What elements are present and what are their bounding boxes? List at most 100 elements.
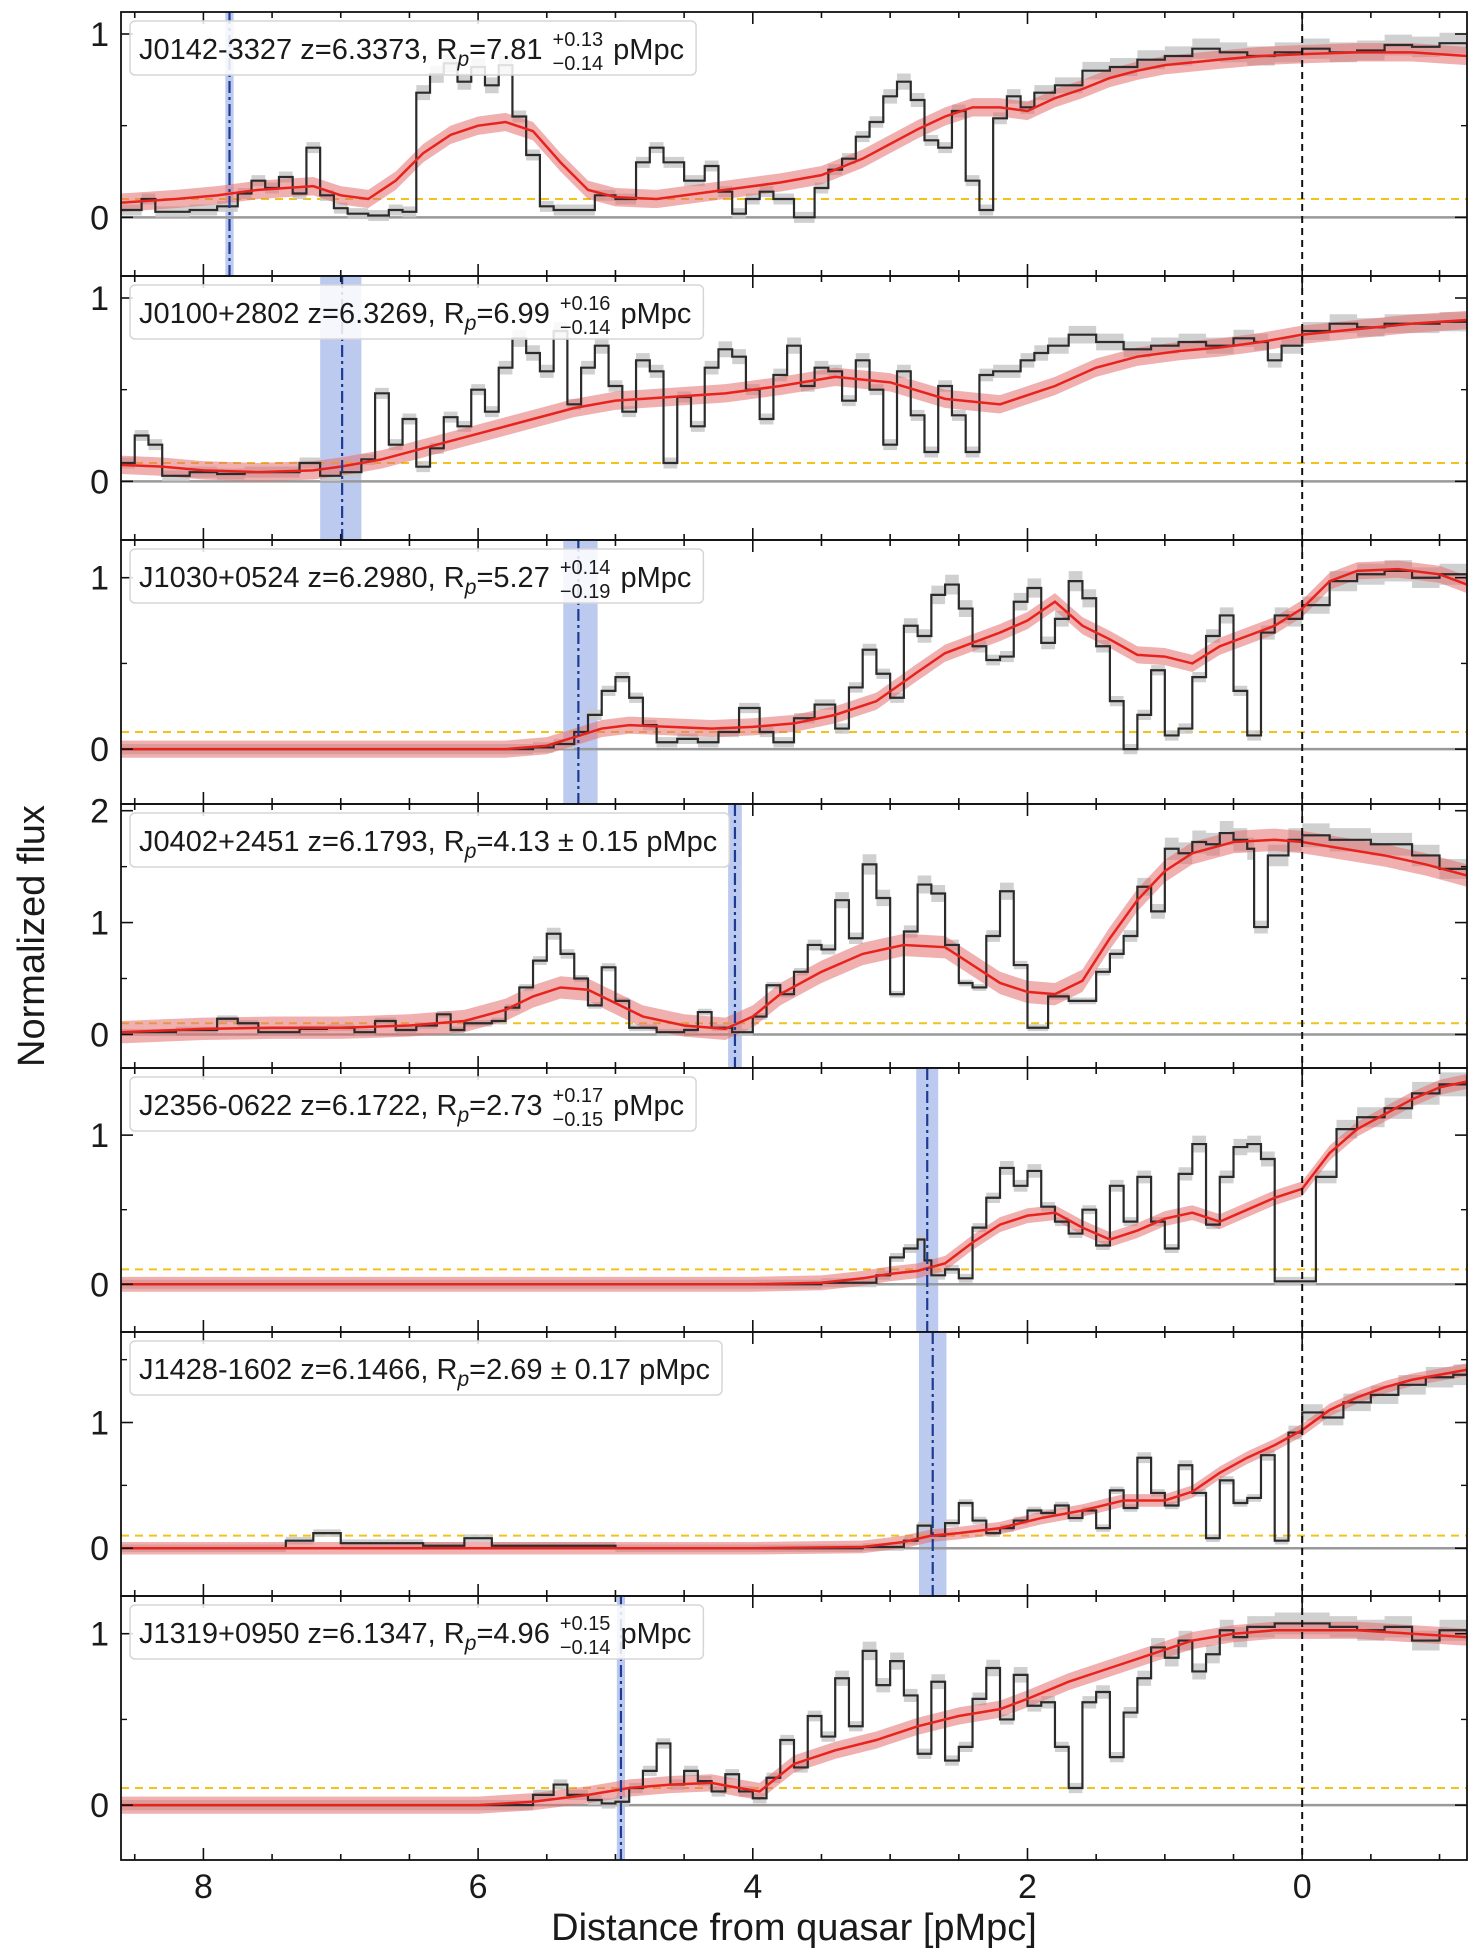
y-tick-label: 1 — [90, 905, 109, 943]
equals: = — [476, 562, 493, 594]
separator: , — [420, 1090, 436, 1122]
y-tick-label: 1 — [90, 1616, 109, 1654]
y-tick-label: 1 — [90, 1117, 109, 1155]
spacer — [550, 826, 558, 858]
redshift-prefix: z= — [292, 1090, 332, 1122]
panel-label-text: J1319+0950 z=6.1347, Rp=4.96 — [139, 1618, 550, 1655]
rp-error: ± 0.17 — [551, 1354, 631, 1386]
panel-label: J2356-0622 z=6.1722, Rp=2.73 +0.17−0.15 pM… — [129, 1076, 697, 1132]
continuum-uncertainty-band — [121, 828, 1467, 1044]
spacer — [543, 1354, 551, 1386]
separator: , — [428, 298, 444, 330]
rp-error-plus: +0.17 — [553, 1085, 604, 1107]
units: pMpc — [646, 826, 717, 858]
panel-label-text: J1428-1602 z=6.1466, Rp=2.69 ± 0.17 pMpc — [139, 1354, 710, 1391]
observed-spectrum — [121, 1075, 1467, 1286]
units: pMpc — [613, 34, 684, 66]
redshift-value: 6.1347 — [339, 1618, 428, 1650]
equals: = — [476, 1618, 493, 1650]
separator: , — [420, 1354, 436, 1386]
equals: = — [469, 1090, 486, 1122]
continuum-model — [121, 838, 1467, 1034]
panel-label-box — [129, 284, 705, 340]
redshift-value: 6.1466 — [332, 1354, 421, 1386]
quasar-name: J1319+0950 — [139, 1618, 299, 1650]
panel-label-box — [129, 812, 731, 868]
spacer — [631, 1354, 639, 1386]
rp-symbol: R — [437, 34, 458, 66]
panel-label-text: J0100+2802 z=6.3269, Rp=6.99 — [139, 298, 550, 335]
units: pMpc — [613, 1090, 684, 1122]
x-tick-label: 0 — [1293, 1868, 1312, 1906]
rp-subscript: p — [464, 840, 477, 863]
redshift-prefix: z= — [299, 298, 339, 330]
continuum-model — [121, 1368, 1467, 1550]
y-tick-label: 1 — [90, 1405, 109, 1443]
continuum-model — [121, 1629, 1467, 1807]
panel-j0402+2451: 0 1 2 J0402+2451 z=6.1793, Rp=4.13 ± 0.15 p… — [90, 793, 1468, 1069]
redshift-prefix: z= — [299, 826, 339, 858]
rp-value: 7.81 — [486, 34, 542, 66]
separator: , — [420, 34, 436, 66]
equals: = — [469, 34, 486, 66]
quasar-name: J1428-1602 — [139, 1354, 292, 1386]
redshift-value: 6.1793 — [339, 826, 428, 858]
y-tick-label: 1 — [90, 16, 109, 54]
redshift-value: 6.1722 — [332, 1090, 421, 1122]
rp-value: 4.13 — [493, 826, 549, 858]
continuum-uncertainty-band — [121, 1621, 1467, 1814]
redshift-value: 6.2980 — [339, 562, 428, 594]
observed-spectrum — [121, 831, 1467, 1034]
panel-label-box — [129, 1076, 697, 1132]
panel-plot-area — [121, 1068, 1467, 1332]
quasar-name: J2356-0622 — [139, 1090, 292, 1122]
panel-label-box — [129, 1604, 705, 1660]
redshift-value: 6.3373 — [332, 34, 421, 66]
continuum-model — [121, 51, 1467, 204]
panel-frame — [120, 1595, 1468, 1861]
panel-label: J1428-1602 z=6.1466, Rp=2.69 ± 0.17 pMpc — [129, 1340, 723, 1396]
x-tick-label: 6 — [469, 1868, 488, 1906]
panel-label-box — [129, 548, 705, 604]
quasar-name: J1030+0524 — [139, 562, 299, 594]
continuum-uncertainty-band — [121, 1073, 1467, 1292]
rp-subscript: p — [464, 312, 477, 335]
redshift-prefix: z= — [299, 562, 339, 594]
y-axis-title: Normalized flux — [11, 805, 53, 1067]
panel-plot-area — [121, 1596, 1467, 1860]
panel-label-text: J2356-0622 z=6.1722, Rp=2.73 — [139, 1090, 543, 1127]
x-tick-label: 2 — [1018, 1868, 1037, 1906]
units: pMpc — [620, 298, 691, 330]
panel-label-text: J0142-3327 z=6.3373, Rp=7.81 — [139, 34, 543, 71]
rp-subscript: p — [456, 1104, 469, 1127]
rp-error-plus: +0.15 — [560, 1613, 611, 1635]
panel-j0142-3327: 0 1 J0142-3327 z=6.3373, Rp=7.81 +0.13−0.14… — [90, 11, 1468, 277]
y-tick-label: 1 — [90, 560, 109, 598]
rp-error-minus: −0.14 — [553, 53, 604, 75]
panel-label-box — [129, 20, 697, 76]
panel-j1319+0950: 0 1 J1319+0950 z=6.1347, Rp=4.96 +0.15−0.14… — [90, 1595, 1468, 1861]
observed-spectrum — [121, 1622, 1467, 1807]
rp-subscript: p — [464, 576, 477, 599]
equals: = — [476, 298, 493, 330]
rp-value: 6.99 — [493, 298, 549, 330]
y-tick-label: 0 — [90, 1787, 109, 1825]
panel-j2356-0622: 0 1 J2356-0622 z=6.1722, Rp=2.73 +0.17−0.15… — [90, 1067, 1468, 1333]
panel-label-text: J0402+2451 z=6.1793, Rp=4.13 ± 0.15 pMpc — [139, 826, 717, 863]
continuum-model — [121, 567, 1467, 751]
panel-label-text: J1030+0524 z=6.2980, Rp=5.27 — [139, 562, 550, 599]
panel-label: J0100+2802 z=6.3269, Rp=6.99 +0.16−0.14 pM… — [129, 284, 705, 340]
separator: , — [428, 562, 444, 594]
redshift-value: 6.3269 — [339, 298, 428, 330]
rp-error-minus: −0.14 — [560, 1637, 611, 1659]
y-tick-label: 2 — [90, 793, 109, 831]
equals: = — [469, 1354, 486, 1386]
y-tick-label: 1 — [90, 280, 109, 318]
x-axis-title: Distance from quasar [pMpc] — [551, 1907, 1037, 1949]
continuum-uncertainty-band — [121, 43, 1467, 212]
quasar-name: J0100+2802 — [139, 298, 299, 330]
panel-label: J1030+0524 z=6.2980, Rp=5.27 +0.14−0.19 pM… — [129, 548, 705, 604]
equals: = — [476, 826, 493, 858]
